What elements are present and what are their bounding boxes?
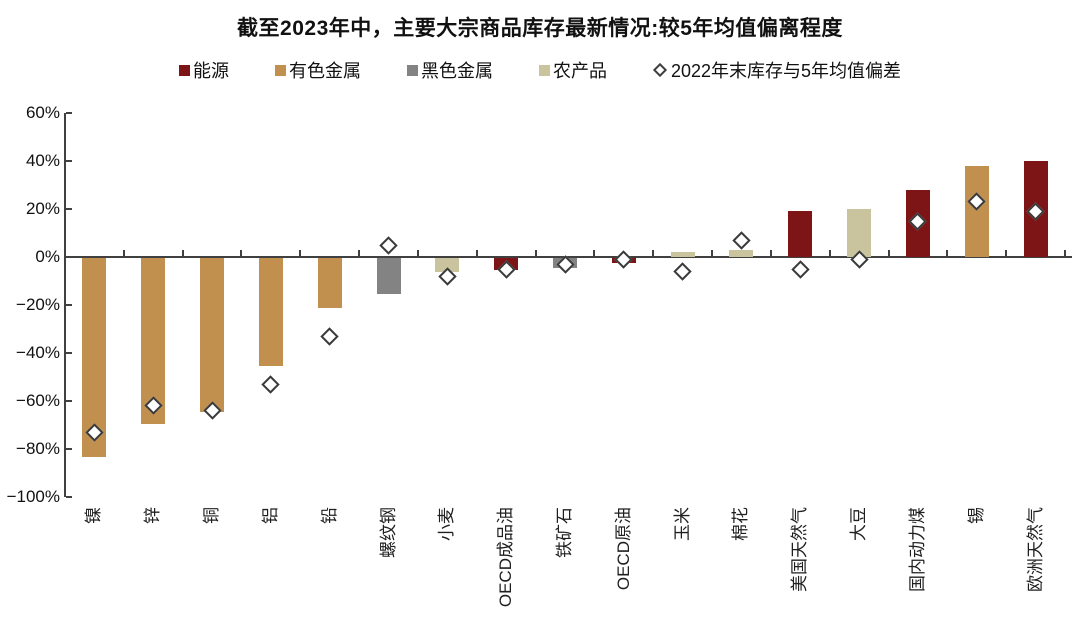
x-axis-label: 大豆 <box>849 507 869 541</box>
chart-legend: 能源 有色金属 黑色金属 农产品 2022年末库存与5年均值偏差 <box>0 57 1080 83</box>
bar <box>317 258 342 309</box>
deviation-diamond <box>320 326 339 346</box>
x-axis-tick <box>358 250 361 256</box>
legend-square-icon <box>178 64 190 76</box>
bar <box>258 258 283 366</box>
legend-label: 2022年末库存与5年均值偏差 <box>670 61 902 81</box>
x-axis-label: 锡 <box>966 507 986 524</box>
x-axis-label: 美国天然气 <box>790 507 810 592</box>
chart-title: 截至2023年中，主要大宗商品库存最新情况:较5年均值偏离程度 <box>237 17 843 40</box>
x-axis-tick <box>887 250 890 256</box>
x-axis-tick <box>946 250 949 256</box>
x-axis-tick <box>1005 250 1008 256</box>
y-axis-tick-label: −20% <box>16 295 60 314</box>
deviation-diamond <box>673 262 692 281</box>
x-axis-tick <box>240 250 243 256</box>
bar <box>847 209 872 257</box>
bar <box>670 252 695 257</box>
y-axis-tick <box>66 208 72 210</box>
legend-diamond-icon <box>652 62 668 78</box>
x-axis-tick <box>1064 250 1066 256</box>
bar <box>200 258 225 412</box>
x-axis-tick <box>416 250 419 256</box>
y-axis-tick <box>66 496 72 498</box>
deviation-diamond <box>732 230 751 250</box>
bar <box>435 258 460 273</box>
y-axis-tick-label: 0% <box>35 247 60 266</box>
legend-square-icon <box>406 64 418 76</box>
x-axis-label: 国内动力煤 <box>907 507 927 592</box>
x-axis-tick <box>711 250 714 256</box>
legend-item: 黑色金属 <box>406 57 493 83</box>
bar <box>376 258 401 294</box>
legend-label: 有色金属 <box>288 61 361 81</box>
x-axis-label: 小麦 <box>437 507 457 541</box>
y-axis-tick <box>66 448 72 450</box>
x-axis-label: OECD成品油 <box>496 507 516 608</box>
legend-item: 农产品 <box>538 57 607 83</box>
x-axis-label: 欧洲天然气 <box>1025 507 1045 592</box>
legend-square-icon <box>274 64 286 76</box>
bar <box>788 211 813 257</box>
y-axis-tick-label: −40% <box>16 343 60 362</box>
x-axis-label: 玉米 <box>672 507 692 541</box>
bar <box>964 165 989 257</box>
y-axis-tick <box>66 400 72 402</box>
y-axis-tick-label: 20% <box>25 199 60 218</box>
x-axis-label: OECD原油 <box>613 507 633 591</box>
x-axis-tick <box>828 250 831 256</box>
legend-item: 能源 <box>178 57 229 83</box>
y-axis-tick <box>66 352 72 354</box>
y-axis-tick <box>66 112 72 114</box>
y-axis-tick-label: 60% <box>25 103 60 122</box>
bar <box>141 258 166 424</box>
x-axis-tick <box>122 250 125 256</box>
x-axis-tick <box>652 250 655 256</box>
y-axis-line <box>64 113 66 497</box>
legend-label: 能源 <box>192 61 229 81</box>
legend-item: 2022年末库存与5年均值偏差 <box>652 57 902 83</box>
x-axis-label: 棉花 <box>731 507 751 541</box>
deviation-diamond <box>379 235 398 255</box>
x-axis-label: 锌 <box>143 507 163 524</box>
x-axis-tick <box>475 250 478 256</box>
x-axis-label: 螺纹钢 <box>378 507 398 558</box>
x-axis-label: 铝 <box>260 507 280 524</box>
deviation-diamond <box>614 250 634 269</box>
x-axis-label: 镍 <box>84 507 104 524</box>
x-axis-tick <box>181 250 184 256</box>
deviation-diamond <box>261 374 281 394</box>
legend-label: 黑色金属 <box>420 61 493 81</box>
x-axis-label: 铜 <box>202 507 222 524</box>
y-axis-tick-label: −100% <box>6 487 60 506</box>
bar <box>729 249 754 257</box>
x-axis-tick <box>593 250 596 256</box>
y-axis-tick <box>66 304 72 306</box>
legend-item: 有色金属 <box>274 57 361 83</box>
x-axis-label: 铅 <box>319 507 339 524</box>
x-axis-tick <box>534 250 537 256</box>
deviation-diamond <box>791 259 810 279</box>
x-axis-tick <box>299 250 302 256</box>
x-axis-label: 铁矿石 <box>555 507 574 558</box>
y-axis-tick-label: 40% <box>25 151 60 170</box>
y-axis-tick-label: −60% <box>16 391 60 410</box>
y-axis-tick <box>66 160 72 162</box>
x-axis-tick <box>769 250 772 256</box>
legend-square-icon <box>538 64 550 76</box>
y-axis-tick-label: −80% <box>16 439 60 458</box>
legend-label: 农产品 <box>552 61 607 81</box>
